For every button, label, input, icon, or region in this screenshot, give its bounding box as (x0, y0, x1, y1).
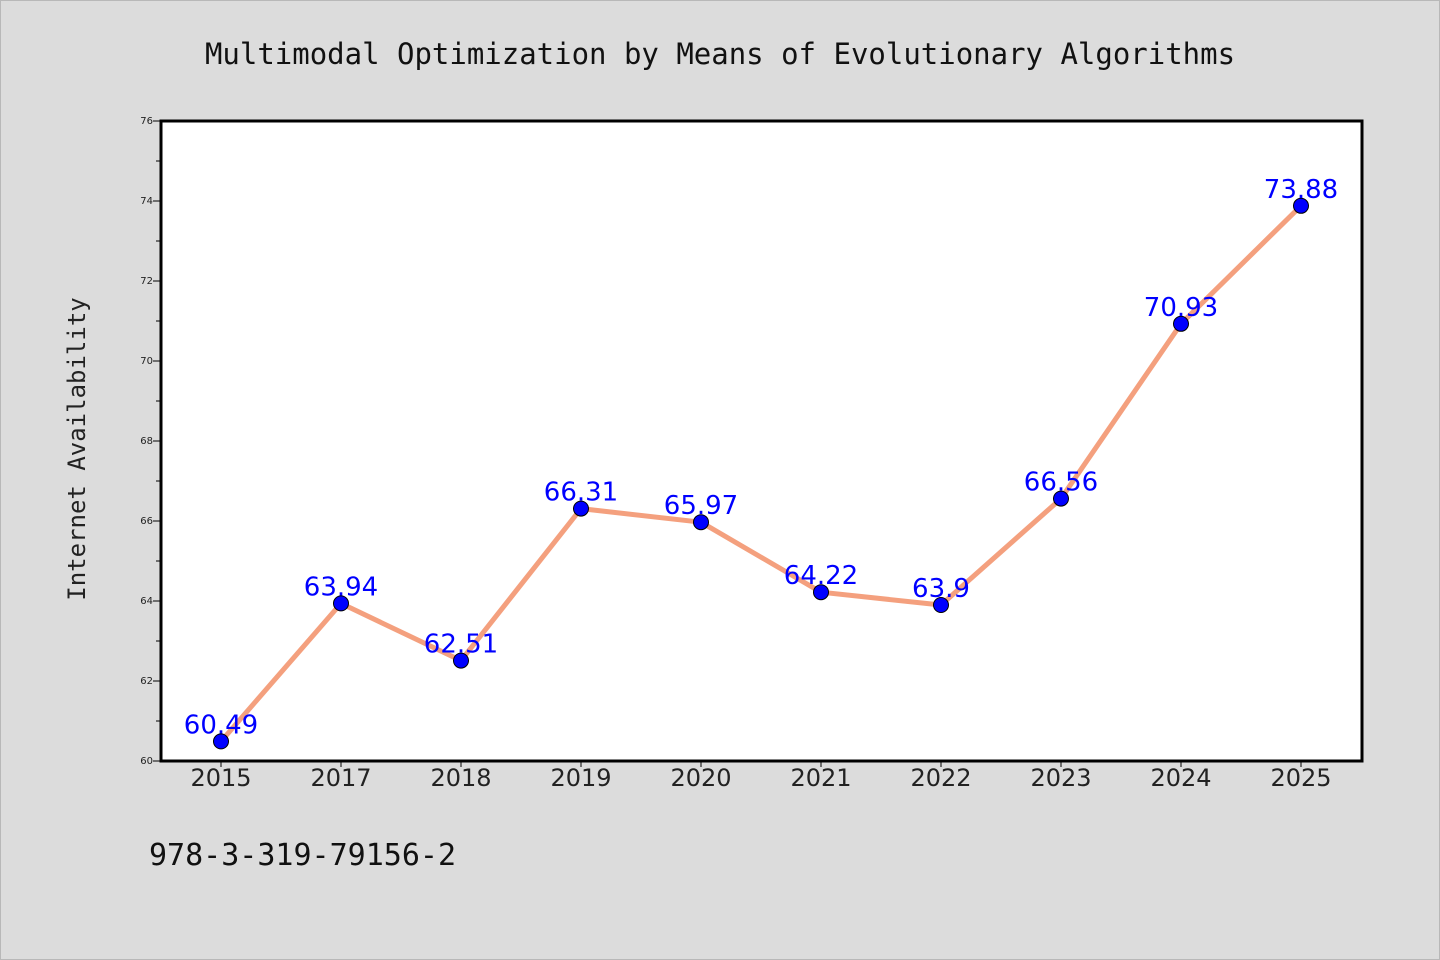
y-tick-label: 76 (140, 116, 153, 127)
data-label-layer: 60.49 63.94 62.51 66.31 65.97 64.22 63.9 66.56 7… (184, 175, 1338, 741)
series-line-layer (218, 203, 1304, 744)
y-tick-label: 72 (140, 276, 153, 287)
data-point (693, 514, 709, 531)
x-tick-label: 2020 (670, 764, 731, 792)
data-point (813, 584, 829, 601)
data-point (1293, 197, 1309, 214)
data-label: 65.97 (664, 491, 738, 521)
x-tick-label: 2023 (1030, 764, 1091, 792)
x-tick-label: 2024 (1150, 764, 1211, 792)
series-line (218, 203, 1304, 744)
plot-area (161, 121, 1362, 761)
data-label: 63.94 (304, 572, 378, 602)
data-point (933, 597, 949, 613)
x-axis: 2015 2017 2018 2019 2020 2021 2022 2023 2024 2025 (190, 761, 1332, 792)
x-tick-label: 2022 (910, 764, 971, 792)
y-axis-label: Internet Availability (63, 297, 91, 600)
y-tick-label: 66 (140, 516, 153, 527)
x-tick-label: 2025 (1270, 764, 1331, 792)
isbn-caption: 978-3-319-79156-2 (149, 838, 456, 873)
plot-frame (159, 119, 1364, 763)
y-tick-label: 74 (140, 196, 153, 207)
x-tick-label: 2019 (550, 764, 611, 792)
y-axis: 60 62 64 66 68 70 72 74 76 (140, 116, 161, 767)
data-label: 70.93 (1144, 293, 1218, 323)
data-label: 66.31 (544, 478, 618, 508)
y-tick-label: 68 (140, 436, 153, 447)
data-label: 60.49 (184, 710, 258, 740)
data-point (213, 733, 229, 750)
data-point (1173, 315, 1189, 332)
data-point (453, 652, 469, 669)
chart-title: Multimodal Optimization by Means of Evol… (205, 37, 1235, 71)
x-tick-label: 2021 (790, 764, 851, 792)
data-point (573, 500, 589, 517)
data-label: 66.56 (1024, 468, 1098, 498)
x-tick-label: 2018 (430, 764, 491, 792)
data-label: 62.51 (424, 630, 498, 660)
marker-layer (213, 197, 1309, 750)
data-point (1053, 490, 1069, 507)
y-tick-label: 64 (140, 596, 153, 607)
x-tick-label: 2017 (310, 764, 371, 792)
data-point (333, 595, 349, 612)
y-tick-label: 70 (140, 356, 153, 367)
y-tick-label: 62 (140, 676, 153, 687)
y-tick-label: 60 (140, 756, 153, 767)
data-label: 63.9 (912, 574, 970, 604)
data-label: 73.88 (1264, 175, 1338, 205)
x-tick-label: 2015 (190, 764, 251, 792)
data-label: 64.22 (784, 561, 858, 591)
